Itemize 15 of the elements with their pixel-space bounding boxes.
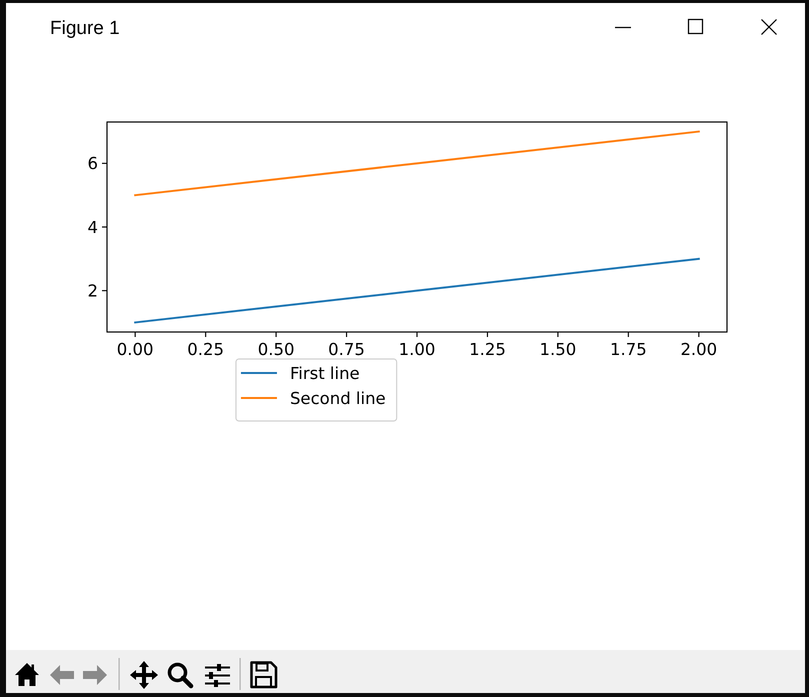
y-tick-label: 2	[88, 281, 98, 300]
chart-title: Figure 1	[50, 18, 120, 39]
legend-label: First line	[290, 364, 360, 383]
legend-label: Second line	[290, 388, 386, 408]
x-tick-label: 1.50	[540, 340, 576, 360]
x-tick-label: 0.00	[116, 340, 154, 360]
x-tick-label: 1.75	[610, 340, 647, 360]
y-tick-label: 6	[88, 154, 98, 174]
x-tick-label: 1.00	[398, 340, 436, 360]
x-tick-label: 1.25	[469, 340, 506, 360]
x-tick-label: 0.50	[258, 340, 294, 360]
x-tick-label: 2.00	[680, 340, 718, 360]
x-tick-label: 0.25	[187, 340, 224, 360]
y-tick-label: 4	[88, 218, 98, 237]
x-tick-label: 0.75	[328, 340, 365, 360]
